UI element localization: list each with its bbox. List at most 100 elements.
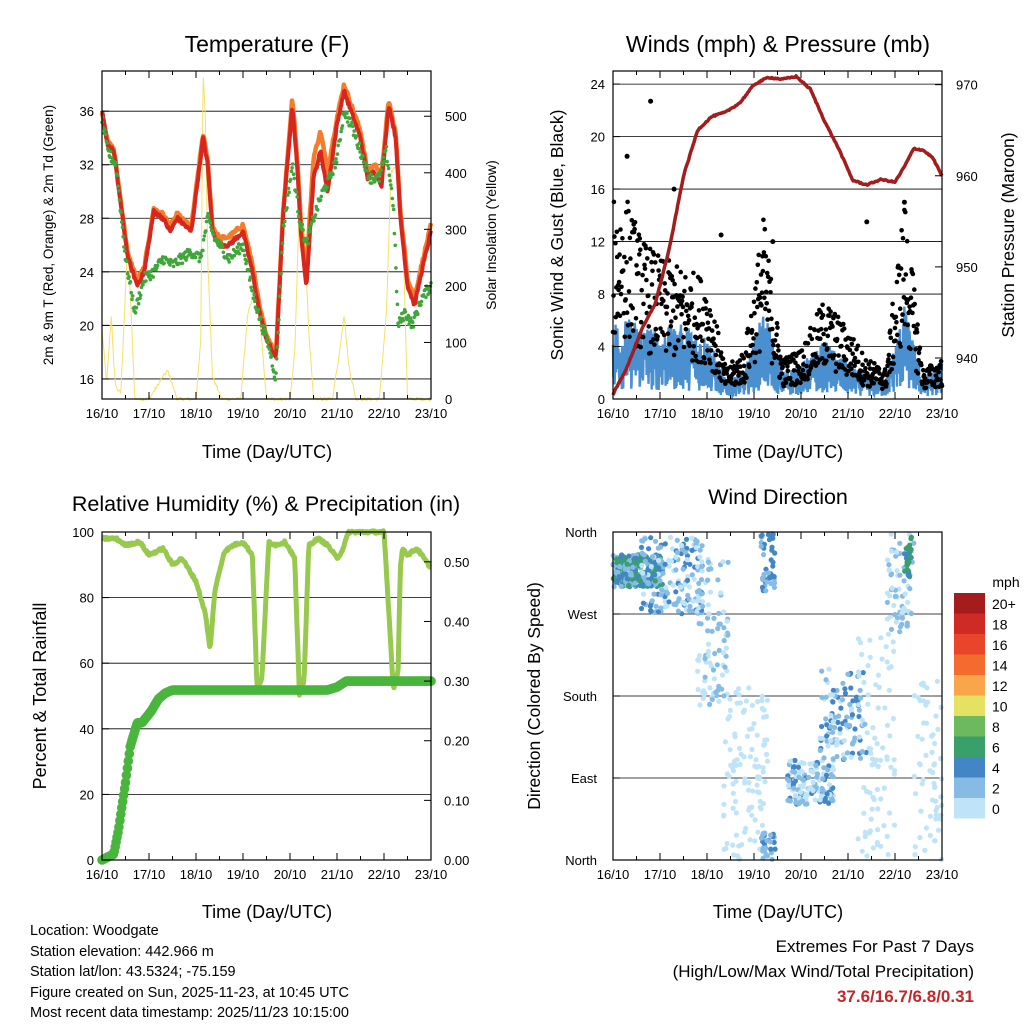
wind-direction-point — [721, 846, 727, 852]
wind-direction-point — [690, 598, 696, 604]
gust-point — [814, 354, 819, 360]
gust-point — [718, 350, 724, 355]
gust-point — [801, 354, 807, 360]
wind-direction-point — [856, 734, 863, 740]
wind-direction-point — [823, 772, 830, 778]
wind-direction-point — [861, 785, 867, 791]
y-tick-label: North — [565, 853, 597, 868]
y-tick-label: East — [571, 771, 597, 786]
gust-point — [627, 235, 633, 241]
gust-point — [812, 327, 817, 333]
gust-point — [637, 236, 643, 241]
gust-point — [690, 350, 696, 356]
wind-direction-point — [799, 760, 805, 766]
gust-point — [822, 342, 827, 347]
dewpoint-point — [295, 195, 300, 199]
gust-point — [794, 378, 800, 384]
y-left-tick-label: 28 — [80, 211, 94, 226]
gust-point — [834, 336, 840, 342]
wind-direction-point — [642, 558, 648, 564]
wind-direction-point — [684, 577, 691, 584]
gust-point — [894, 320, 899, 325]
wind-direction-point — [810, 779, 816, 786]
gust-point — [821, 331, 826, 337]
gust-point — [624, 310, 630, 316]
wind-direction-point — [696, 580, 702, 586]
wind-direction-point — [869, 762, 875, 768]
dewpoint-point — [393, 243, 398, 248]
wind-direction-point — [857, 687, 863, 693]
wind-direction-point — [874, 786, 881, 793]
wind-direction-point — [662, 599, 668, 605]
gust-point — [849, 366, 854, 372]
wind-direction-point — [715, 577, 721, 583]
y-left-tick-label: 32 — [80, 158, 94, 173]
wind-direction-point — [707, 589, 714, 595]
gust-point — [638, 247, 643, 252]
dewpoint-point — [260, 328, 264, 333]
x-tick-label: 17/10 — [644, 406, 677, 421]
y-right-tick-label: 0.40 — [444, 614, 469, 629]
dewpoint-point — [113, 163, 117, 168]
wind-direction-point — [725, 559, 731, 565]
colorbar-label: 20+ — [992, 596, 1016, 612]
colorbar-swatch — [954, 695, 985, 716]
wind-direction-point — [804, 801, 810, 807]
wind-direction-point — [807, 761, 813, 767]
wind-direction-point — [858, 695, 864, 701]
wind-direction-point — [934, 678, 941, 684]
dewpoint-point — [296, 214, 301, 218]
gust-point — [764, 270, 770, 276]
wind-direction-point — [697, 554, 703, 560]
dewpoint-point — [288, 177, 293, 182]
gust-point — [874, 376, 879, 382]
colorbar-label: 0 — [992, 801, 1000, 817]
wind-direction-point — [904, 623, 911, 629]
gust-point — [628, 256, 633, 261]
dewpoint-point — [345, 111, 349, 115]
wind-direction-point — [699, 543, 705, 549]
dewpoint-point — [177, 261, 182, 266]
dewpoint-point — [206, 216, 211, 220]
wind-direction-point — [841, 756, 848, 762]
colorbar-label: 2 — [992, 781, 1000, 797]
gust-point — [861, 378, 867, 383]
wind-direction-point — [866, 830, 872, 836]
gust-point — [809, 336, 815, 342]
gust-point — [730, 359, 735, 364]
wind-direction-point — [837, 730, 843, 736]
wind-direction-point — [711, 615, 717, 621]
dewpoint-point — [136, 301, 141, 306]
wind-direction-point — [870, 794, 876, 800]
gust-point — [633, 316, 639, 321]
wind-direction-point — [824, 733, 830, 739]
x-tick-label: 17/10 — [644, 867, 677, 882]
gust-point — [647, 304, 652, 310]
dewpoint-point — [208, 221, 212, 225]
dewpoint-point — [419, 303, 423, 307]
dewpoint-point — [148, 277, 153, 282]
x-tick-label: 21/10 — [832, 867, 865, 882]
most-recent-timestamp: Most recent data timestamp: 2025/11/23 1… — [30, 1005, 349, 1021]
gust-point — [679, 298, 685, 304]
gust-point — [771, 342, 776, 348]
wind-direction-point — [730, 790, 736, 796]
gust-point — [856, 359, 861, 365]
gust-point — [670, 278, 675, 283]
gust-point — [769, 361, 775, 366]
dewpoint-point — [276, 330, 281, 335]
wind-direction-point — [911, 773, 918, 780]
gust-point — [637, 252, 642, 257]
wind-direction-point — [710, 667, 717, 673]
x-tick-label: 20/10 — [785, 406, 818, 421]
gust-point — [630, 328, 636, 333]
gust-point — [855, 343, 861, 349]
wind-direction-point — [865, 701, 871, 707]
wind-direction-point — [727, 707, 733, 714]
colorbar-label: 16 — [992, 637, 1008, 653]
gust-peak-point — [718, 232, 724, 238]
wind-direction-point — [752, 838, 758, 844]
wind-direction-point — [938, 704, 944, 711]
wind-direction-point — [746, 787, 752, 793]
wind-direction-point — [733, 810, 739, 816]
